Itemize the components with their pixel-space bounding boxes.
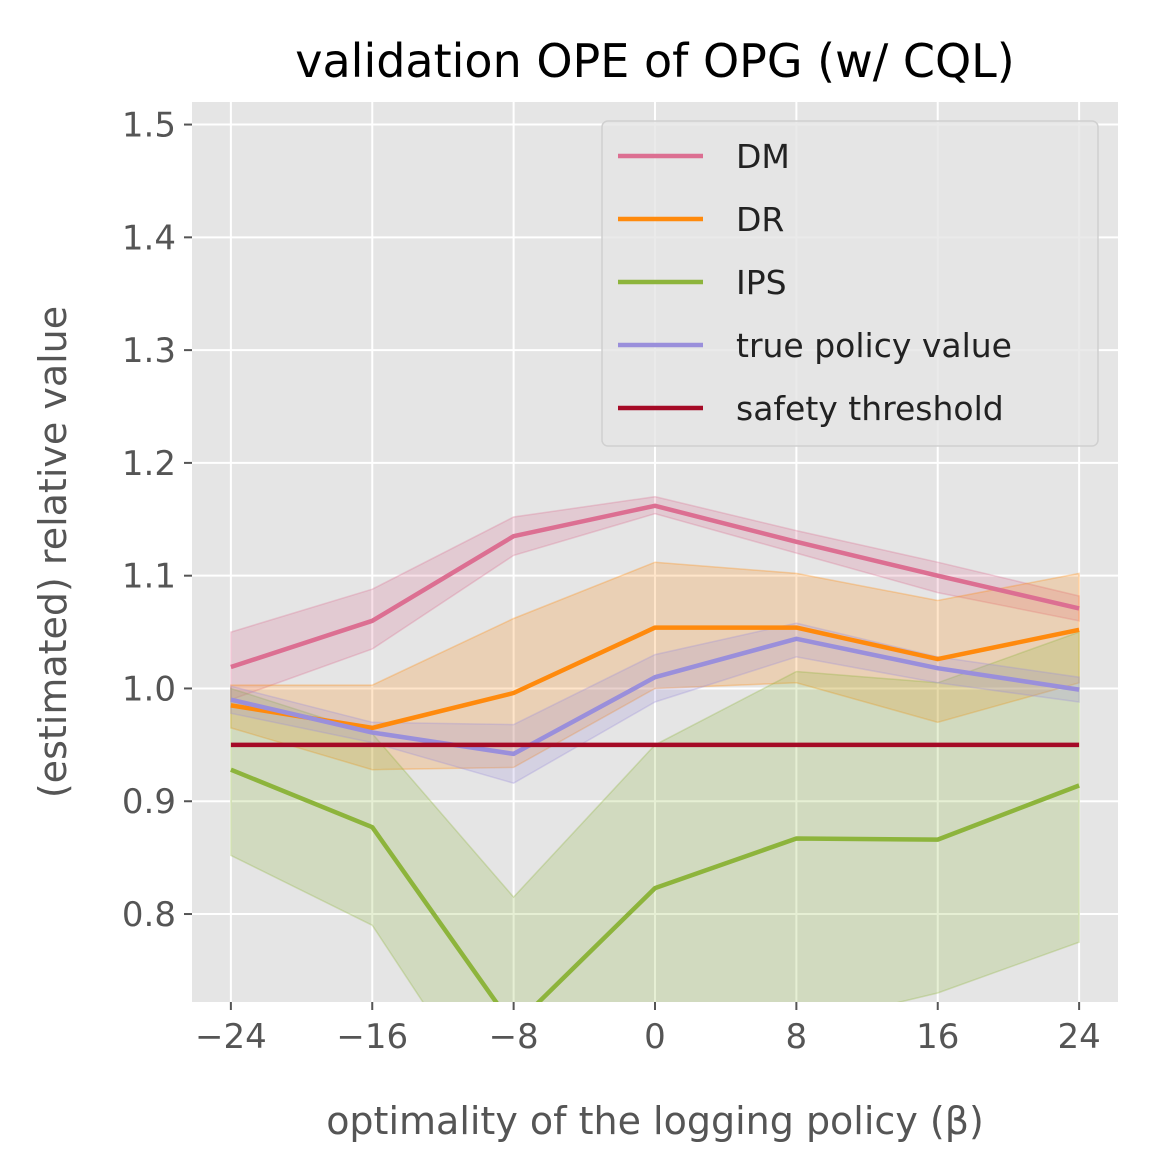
x-tick-label: 16 <box>916 1017 959 1057</box>
dr-line <box>230 625 1080 731</box>
true-policy-value-line <box>230 636 1080 757</box>
dr-band <box>230 561 1080 771</box>
x-tick-label: 0 <box>644 1017 666 1057</box>
dm-line <box>230 503 1080 670</box>
y-tick-label: 1.1 <box>122 557 176 597</box>
y-tick-label: 1.4 <box>122 218 176 258</box>
x-tick-label: −24 <box>195 1017 267 1057</box>
x-tick-label: −16 <box>336 1017 408 1057</box>
legend-label-ips: IPS <box>736 263 787 302</box>
legend-label-dm: DM <box>736 137 790 176</box>
ips-band <box>230 631 1080 1002</box>
y-tick-label: 1.2 <box>122 444 176 484</box>
x-tick-label: 24 <box>1057 1017 1100 1057</box>
dm-band <box>230 495 1080 701</box>
y-tick-label: 1.0 <box>122 669 176 709</box>
x-axis-label: optimality of the logging policy (β) <box>326 1099 984 1143</box>
series-lines <box>230 503 1080 1002</box>
x-tick-label: 8 <box>786 1017 808 1057</box>
axis-ticks: −24 −16 −8 0 8 16 24 0.8 0.9 1.0 1.1 1.2 1.3 1.4 1.5 <box>122 106 1101 1057</box>
y-axis-label: (estimated) relative value <box>31 306 75 798</box>
legend-label-safety-threshold: safety threshold <box>736 389 1004 428</box>
y-tick-label: 0.9 <box>122 782 176 822</box>
y-tick-label: 1.5 <box>122 106 176 146</box>
legend-label-dr: DR <box>736 200 784 239</box>
legend: DM DR IPS true policy value safety threshold <box>601 120 1099 447</box>
legend-frame <box>601 120 1099 447</box>
y-tick-label: 1.3 <box>122 331 176 371</box>
legend-label-true-policy-value: true policy value <box>736 326 1012 365</box>
x-tick-label: −8 <box>489 1017 539 1057</box>
y-tick-label: 0.8 <box>122 895 176 935</box>
ips-line <box>230 767 1080 1002</box>
chart-title: validation OPE of OPG (w/ CQL) <box>295 34 1015 88</box>
